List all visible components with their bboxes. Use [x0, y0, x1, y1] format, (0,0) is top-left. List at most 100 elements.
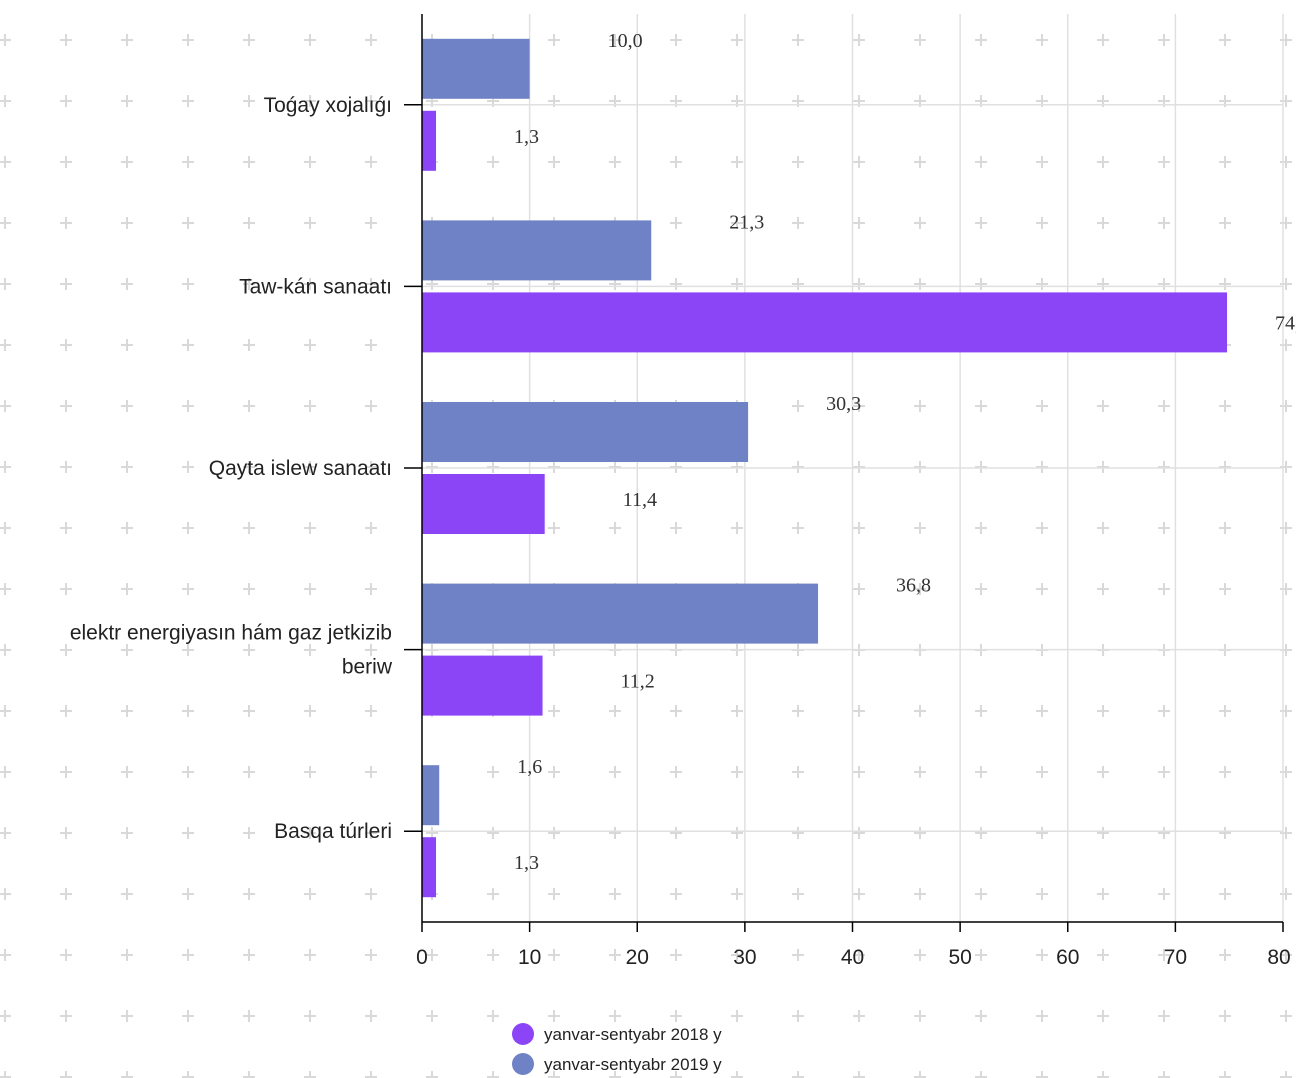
background-cross [975, 461, 987, 473]
background-cross [60, 827, 72, 839]
background-cross [1219, 766, 1231, 778]
bars [422, 38, 1228, 898]
background-cross [487, 827, 499, 839]
background-cross [1280, 217, 1292, 229]
background-cross [1219, 888, 1231, 900]
background-cross [548, 888, 560, 900]
background-cross [914, 888, 926, 900]
background-cross [60, 644, 72, 656]
background-cross [182, 705, 194, 717]
background-cross [609, 1010, 621, 1022]
background-cross [182, 156, 194, 168]
background-cross [1036, 949, 1048, 961]
bar [422, 110, 436, 171]
background-cross [914, 217, 926, 229]
background-cross [1036, 522, 1048, 534]
background-cross [365, 644, 377, 656]
background-cross [1036, 827, 1048, 839]
background-cross [1158, 888, 1170, 900]
background-cross [792, 156, 804, 168]
background-cross [0, 95, 11, 107]
background-cross [975, 34, 987, 46]
grid-lines [422, 14, 1284, 922]
background-cross [853, 705, 865, 717]
background-cross [1097, 400, 1109, 412]
background-cross [1036, 34, 1048, 46]
background-cross [60, 95, 72, 107]
background-cross [1280, 522, 1292, 534]
background-cross [731, 34, 743, 46]
background-cross [487, 461, 499, 473]
x-tick-label: 30 [733, 946, 756, 969]
background-cross [914, 827, 926, 839]
background-cross [1036, 705, 1048, 717]
background-cross [0, 644, 11, 656]
background-cross [365, 339, 377, 351]
background-cross [182, 888, 194, 900]
background-cross [1158, 949, 1170, 961]
background-cross [731, 949, 743, 961]
background-cross [1097, 888, 1109, 900]
background-cross [548, 1071, 560, 1078]
background-cross [182, 1010, 194, 1022]
background-cross [975, 400, 987, 412]
legend: yanvar-sentyabr 2018 y yanvar-sentyabr 20… [512, 1023, 722, 1075]
background-cross [0, 827, 11, 839]
background-cross [548, 522, 560, 534]
background-cross [60, 339, 72, 351]
legend-swatch [512, 1023, 534, 1045]
background-cross [548, 461, 560, 473]
background-cross [60, 217, 72, 229]
background-cross [1280, 705, 1292, 717]
bar [422, 765, 440, 826]
background-cross [731, 461, 743, 473]
background-cross [365, 34, 377, 46]
background-cross [182, 766, 194, 778]
background-cross [1219, 217, 1231, 229]
background-cross [243, 644, 255, 656]
background-cross [1158, 461, 1170, 473]
background-cross [121, 827, 133, 839]
background-cross [1036, 461, 1048, 473]
background-cross [975, 217, 987, 229]
background-cross [1097, 217, 1109, 229]
background-cross [914, 34, 926, 46]
background-cross [792, 1010, 804, 1022]
background-cross [914, 1010, 926, 1022]
background-cross [1280, 34, 1292, 46]
background-cross [121, 1010, 133, 1022]
background-cross [853, 217, 865, 229]
background-cross [182, 522, 194, 534]
background-cross [1280, 461, 1292, 473]
background-cross [853, 888, 865, 900]
background-cross [121, 34, 133, 46]
background-cross [182, 339, 194, 351]
background-cross [60, 766, 72, 778]
background-cross [853, 827, 865, 839]
background-cross [1158, 400, 1170, 412]
background-cross [243, 888, 255, 900]
category-label: elektr energiyasın hám gaz jetkizib beriw [70, 622, 393, 679]
background-cross [670, 1010, 682, 1022]
background-cross [243, 156, 255, 168]
bar [422, 474, 545, 534]
background-cross [975, 888, 987, 900]
background-cross [670, 888, 682, 900]
background-cross [1036, 278, 1048, 290]
background-cross [609, 705, 621, 717]
background-cross [60, 1071, 72, 1078]
background-cross [1280, 339, 1292, 351]
background-cross [1219, 278, 1231, 290]
background-cross [365, 583, 377, 595]
background-cross [365, 217, 377, 229]
background-cross [304, 705, 316, 717]
x-tick-label: 50 [948, 946, 971, 969]
background-cross [731, 522, 743, 534]
background-cross [1097, 583, 1109, 595]
background-cross [1158, 217, 1170, 229]
background-cross [731, 1010, 743, 1022]
data-labels: 10,0 1,3 21,3 74,8 30,3 11,4 36,8 11,2 1,6 1,3 [514, 30, 1296, 874]
background-cross [243, 217, 255, 229]
background-cross [1036, 1071, 1048, 1078]
background-cross [426, 949, 438, 961]
